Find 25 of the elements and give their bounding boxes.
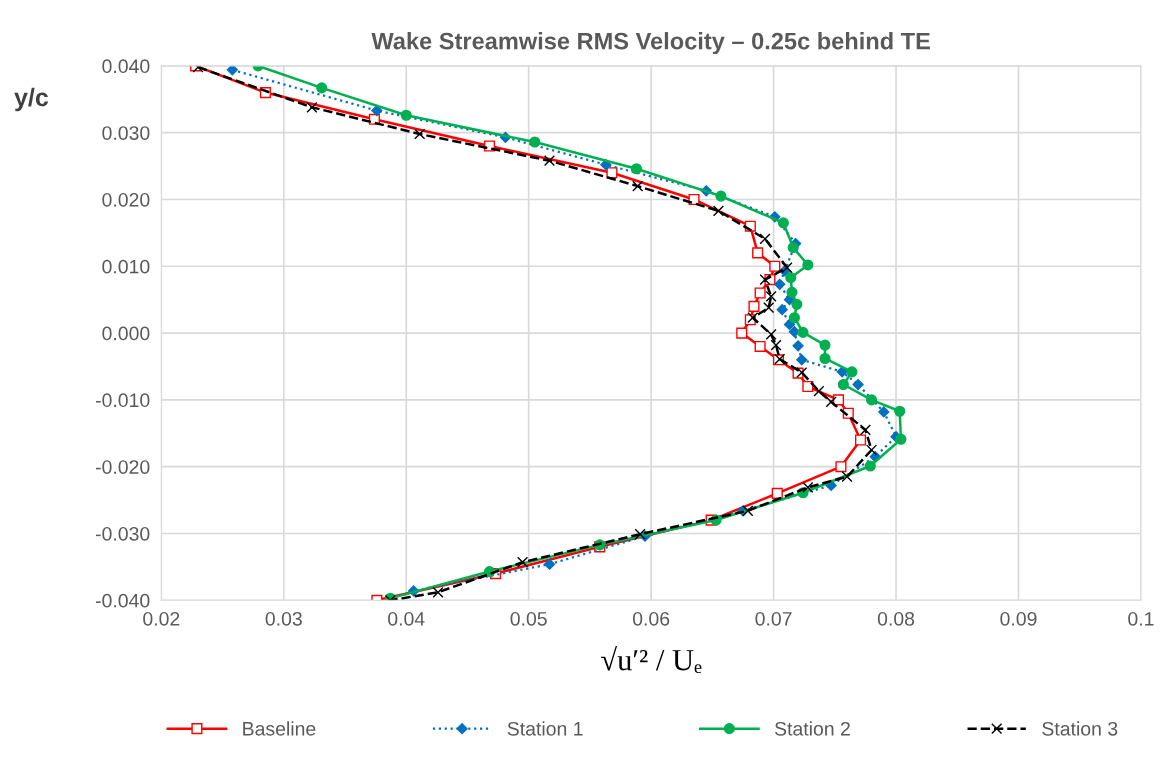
y-tick-label: 0.000: [102, 326, 150, 341]
x-tick-label: 0.1: [1128, 611, 1154, 626]
y-tick-label: 0.010: [102, 259, 150, 274]
x-axis-title: √u′² / Uₑ: [601, 646, 702, 674]
x-tick-label: 0.03: [265, 611, 302, 626]
chart-title: Wake Streamwise RMS Velocity – 0.25c behind TE: [371, 32, 930, 55]
legend-label: Station 2: [774, 721, 850, 736]
x-tick-label: 0.08: [877, 611, 915, 626]
y-axis-title: y/c: [14, 87, 49, 112]
legend-label: Baseline: [243, 721, 316, 736]
x-tick-label: 0.05: [510, 611, 547, 626]
y-tick-label: -0.040: [95, 593, 150, 608]
x-tick-label: 0.04: [388, 611, 425, 626]
y-tick-label: 0.030: [102, 126, 150, 140]
x-tick-label: 0.07: [755, 611, 792, 626]
y-tick-label: -0.010: [95, 393, 150, 408]
y-tick-label: -0.020: [95, 460, 150, 474]
legend-label: Station 3: [1042, 721, 1118, 736]
y-tick-label: 0.020: [102, 192, 150, 207]
x-tick-label: 0.02: [143, 611, 180, 626]
x-tick-label: 0.06: [632, 611, 670, 626]
x-tick-label: 0.09: [1000, 611, 1037, 626]
y-tick-label: 0.040: [102, 59, 150, 74]
y-tick-label: -0.030: [95, 526, 150, 541]
legend-label: Station 1: [507, 721, 583, 736]
